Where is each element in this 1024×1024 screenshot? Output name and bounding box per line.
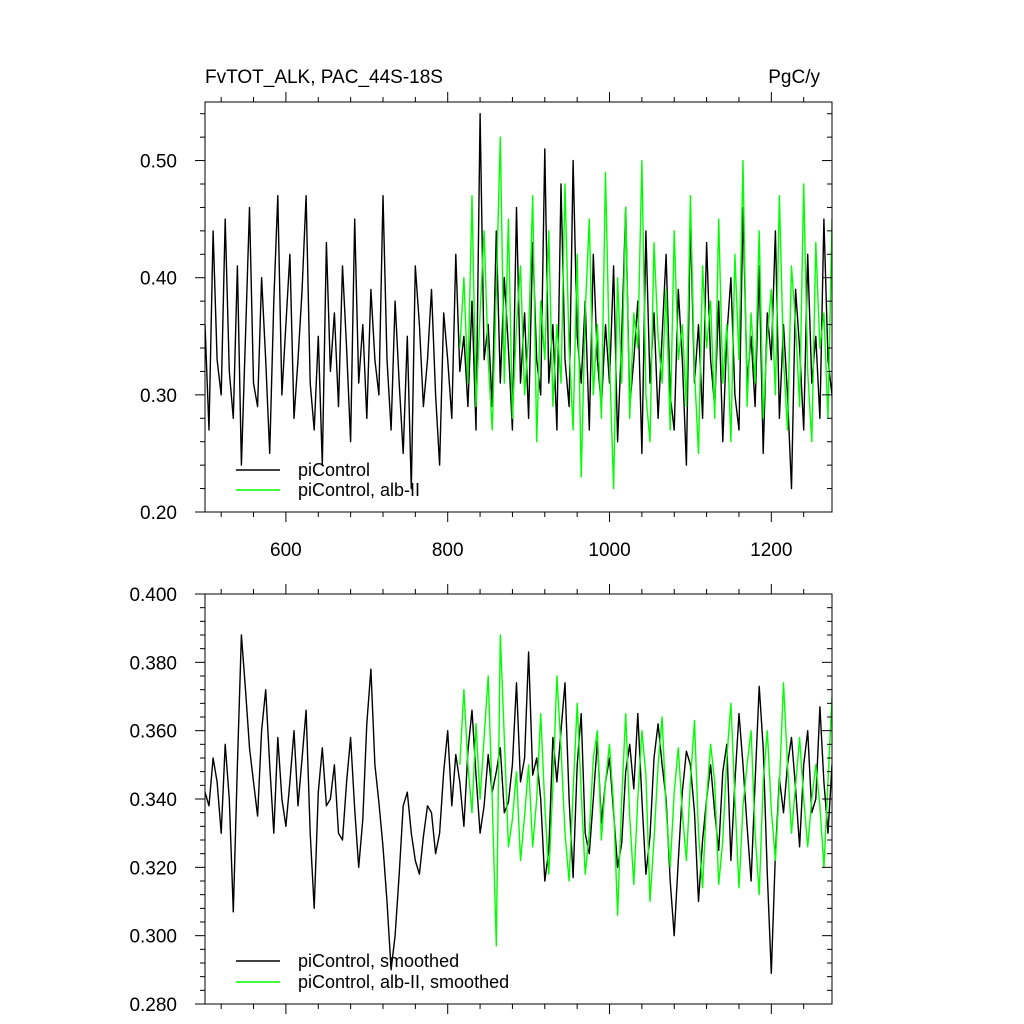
bottom-series-group: [205, 634, 832, 974]
bottom-legend: piControl, smoothed piControl, alb-II, s…: [236, 951, 509, 992]
bottom-panel: 0.280 0.300 0.320 0.340 0.360 0.380 0.400 piCo…: [129, 584, 833, 1016]
legend-label-picontrol-smoothed: piControl, smoothed: [298, 951, 459, 971]
top-x-tick-label: 1000: [588, 540, 630, 561]
top-plot-frame: [204, 101, 833, 513]
top-y-tick-label: 0.50: [140, 152, 177, 173]
top-y-tick-label: 0.30: [140, 386, 177, 407]
top-y-tick-label: 0.20: [140, 503, 177, 524]
top-series-group: [205, 112, 832, 490]
top-series-line-2: [459, 136, 832, 490]
top-panel: FvTOT_ALK, PAC_44S-18S PgC/y 600 800 1000 1…: [140, 67, 833, 561]
top-x-tick-label: 1200: [750, 540, 792, 561]
legend-label-alb-ii-smoothed: piControl, alb-II, smoothed: [298, 972, 509, 992]
top-plot-clip-group: [205, 112, 832, 490]
top-y-tick-label: 0.40: [140, 269, 177, 290]
legend-label-picontrol: piControl: [298, 460, 370, 480]
top-x-tick-label: 600: [270, 540, 302, 561]
bottom-y-tick-label: 0.360: [129, 722, 177, 743]
top-x-tick-label: 800: [432, 540, 464, 561]
bottom-plot-clip-group: [205, 634, 832, 974]
bottom-series-line-2: [459, 634, 832, 947]
top-legend: piControl piControl, alb-II: [236, 460, 420, 500]
top-title-left: FvTOT_ALK, PAC_44S-18S: [205, 67, 443, 88]
bottom-y-tick-label: 0.400: [129, 585, 177, 606]
bottom-series-line-1: [205, 634, 832, 974]
bottom-y-tick-label: 0.340: [129, 790, 177, 811]
bottom-y-tick-label: 0.280: [129, 995, 177, 1016]
top-title-right: PgC/y: [768, 67, 820, 88]
bottom-y-tick-label: 0.380: [129, 653, 177, 674]
bottom-y-tick-label: 0.300: [129, 927, 177, 948]
bottom-ticks-group: 0.280 0.300 0.320 0.340 0.360 0.380 0.400: [129, 584, 832, 1016]
top-series-line-1: [205, 112, 832, 490]
bottom-y-tick-label: 0.320: [129, 858, 177, 879]
top-ticks-group: 600 800 1000 1200 0.20 0.30 0.40 0.50: [140, 92, 832, 561]
legend-label-alb-ii: piControl, alb-II: [298, 480, 420, 500]
